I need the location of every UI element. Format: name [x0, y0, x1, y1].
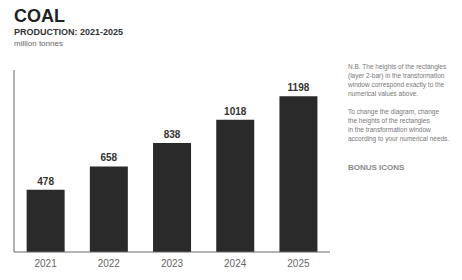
html-text:(layer 2-bar) in the transform: (layer 2-bar) in the transformation	[348, 72, 445, 79]
svg-text:2022: 2022	[98, 258, 121, 269]
html-text:BONUS ICONS: BONUS ICONS	[348, 163, 405, 172]
svg-text:478: 478	[37, 176, 54, 187]
svg-text:2023: 2023	[161, 258, 184, 269]
html-text:window correspond exactly to t: window correspond exactly to the	[348, 81, 445, 88]
svg-text:838: 838	[164, 129, 181, 140]
svg-text:1018: 1018	[224, 106, 247, 117]
html-text:in the transformation window: in the transformation window	[348, 126, 431, 133]
html-text:To change the diagram, change: To change the diagram, change	[348, 108, 440, 115]
html-text:according to your numerical ne: according to your numerical needs.	[348, 135, 450, 142]
html-text:the heights of the rectangles: the heights of the rectangles	[348, 117, 430, 124]
svg-text:1198: 1198	[288, 82, 310, 93]
html-text:COAL: COAL	[14, 6, 65, 26]
html-text:million tonnes: million tonnes	[14, 39, 63, 48]
html-text:PRODUCTION: 2021-2025: PRODUCTION: 2021-2025	[14, 27, 123, 37]
html-text:numerical values above.: numerical values above.	[348, 90, 419, 97]
html-text:N.B. The heights of the rectan: N.B. The heights of the rectangles	[348, 63, 447, 70]
svg-text:2024: 2024	[224, 258, 247, 269]
svg-text:658: 658	[100, 152, 117, 163]
svg-text:2021: 2021	[34, 258, 57, 269]
svg-text:2025: 2025	[287, 258, 310, 269]
